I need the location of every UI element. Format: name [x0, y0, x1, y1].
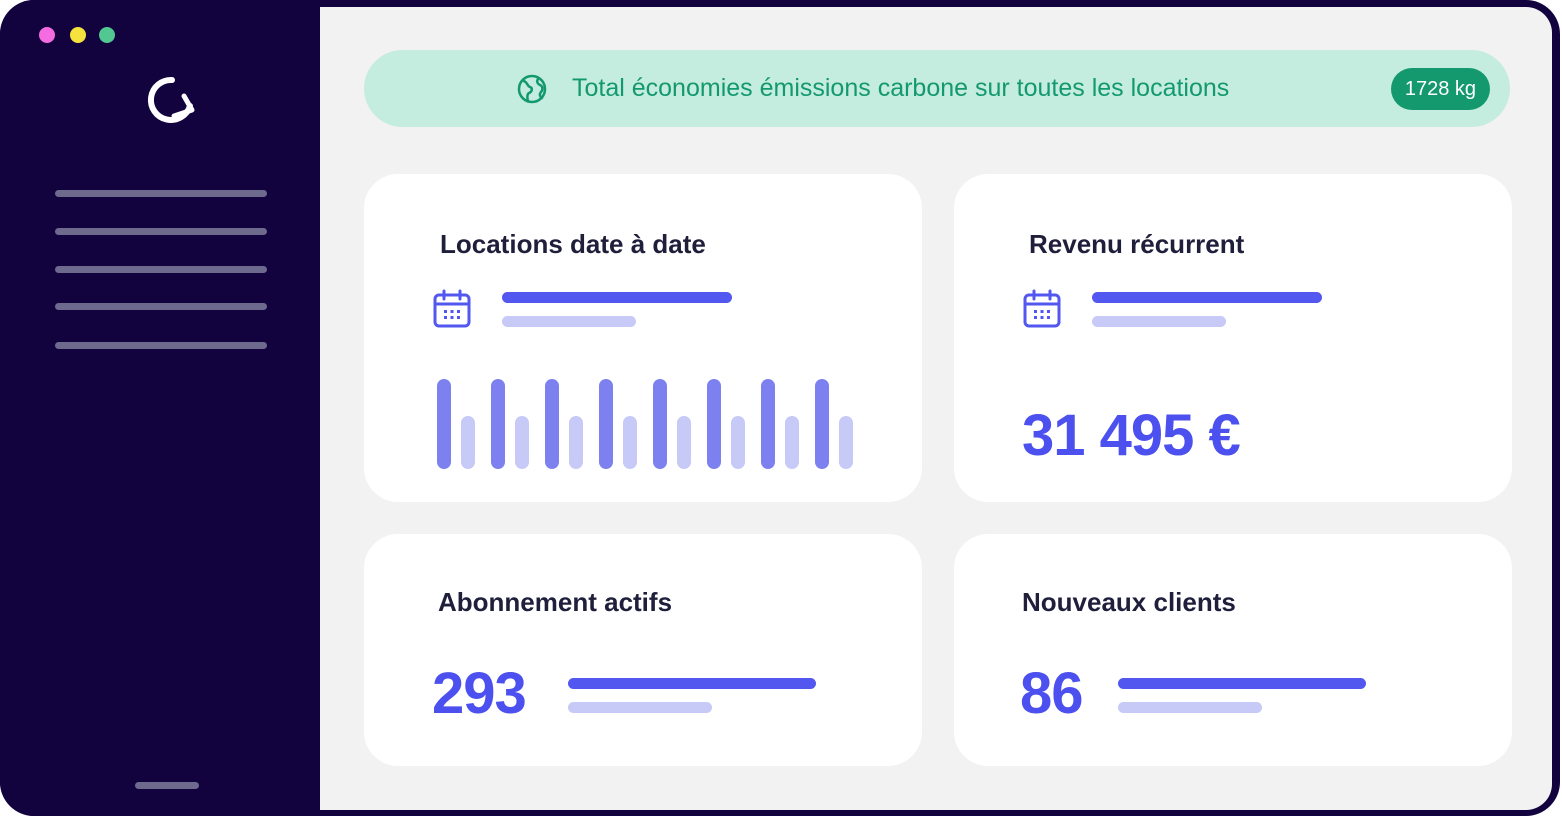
- refresh-logo-icon[interactable]: [144, 72, 200, 128]
- rentals-card[interactable]: Locations date à date: [364, 174, 922, 502]
- spark-bar: [515, 416, 529, 469]
- dashboard-main: Total économies émissions carbone sur to…: [320, 7, 1552, 810]
- revenue-card[interactable]: Revenu récurrent 31 495 €: [954, 174, 1512, 502]
- spark-bar: [569, 416, 583, 469]
- rentals-card-title: Locations date à date: [440, 229, 706, 259]
- window-minimize-dot[interactable]: [70, 27, 86, 43]
- spark-bar: [491, 379, 505, 469]
- spark-bar: [731, 416, 745, 469]
- revenue-value: 31 495 €: [1022, 403, 1241, 468]
- spark-bar: [623, 416, 637, 469]
- sidebar: [0, 0, 320, 816]
- subscriptions-secondary-placeholder: [568, 702, 712, 713]
- new-clients-card-title: Nouveaux clients: [1022, 587, 1236, 617]
- calendar-icon[interactable]: [432, 289, 472, 329]
- spark-bar: [545, 379, 559, 469]
- subscriptions-card[interactable]: Abonnement actifs 293: [364, 534, 922, 766]
- subscriptions-value: 293: [432, 661, 527, 726]
- carbon-savings-badge: 1728 kg: [1390, 68, 1490, 110]
- subscriptions-card-title: Abonnement actifs: [438, 587, 673, 617]
- window-maximize-dot[interactable]: [99, 27, 115, 43]
- new-clients-primary-placeholder: [1118, 678, 1366, 689]
- spark-bar: [761, 379, 775, 469]
- new-clients-secondary-placeholder: [1118, 702, 1262, 713]
- sidebar-nav-item-4[interactable]: [55, 303, 267, 310]
- calendar-icon[interactable]: [1022, 289, 1062, 329]
- spark-bar: [785, 416, 799, 469]
- spark-bar: [653, 379, 667, 469]
- new-clients-value: 86: [1020, 661, 1084, 726]
- carbon-savings-banner: Total économies émissions carbone sur to…: [364, 50, 1510, 127]
- revenue-card-title: Revenu récurrent: [1029, 229, 1245, 259]
- spark-bar: [815, 379, 829, 469]
- sidebar-nav-item-1[interactable]: [55, 190, 267, 197]
- rentals-primary-placeholder: [502, 292, 732, 303]
- revenue-primary-placeholder: [1092, 292, 1322, 303]
- revenue-secondary-placeholder: [1092, 316, 1226, 327]
- spark-bar: [839, 416, 853, 469]
- globe-icon: [517, 74, 547, 104]
- spark-bar: [707, 379, 721, 469]
- subscriptions-primary-placeholder: [568, 678, 816, 689]
- sidebar-nav-item-3[interactable]: [55, 266, 267, 273]
- rentals-secondary-placeholder: [502, 316, 636, 327]
- sidebar-nav-item-2[interactable]: [55, 228, 267, 235]
- spark-bar: [437, 379, 451, 469]
- window-close-dot[interactable]: [39, 27, 55, 43]
- carbon-savings-label: Total économies émissions carbone sur to…: [572, 74, 1230, 102]
- spark-bar: [599, 379, 613, 469]
- new-clients-card[interactable]: Nouveaux clients 86: [954, 534, 1512, 766]
- spark-bar: [461, 416, 475, 469]
- spark-bar: [677, 416, 691, 469]
- sidebar-footer-handle[interactable]: [135, 782, 199, 789]
- sidebar-nav-item-5[interactable]: [55, 342, 267, 349]
